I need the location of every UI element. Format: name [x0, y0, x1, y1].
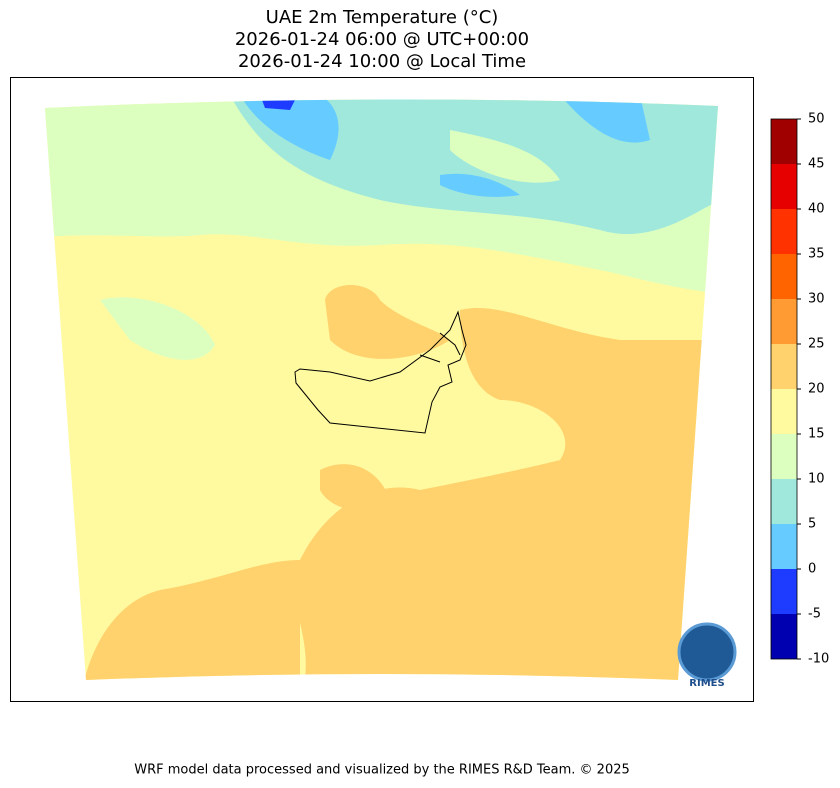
contour-region — [80, 560, 300, 680]
contour-region — [440, 173, 520, 197]
colorbar-tick-label: 20 — [808, 382, 825, 397]
contour-region — [100, 297, 215, 360]
logo: RIMES — [677, 622, 737, 689]
contour-region — [450, 130, 560, 183]
colorbar-band — [771, 299, 797, 344]
colorbar-band — [771, 569, 797, 614]
colorbar-band — [771, 344, 797, 389]
contour-region — [320, 464, 390, 511]
colorbar-tick-label: 0 — [808, 562, 816, 577]
colorbar-tick-label: 10 — [808, 472, 825, 487]
colorbar-tick-label: 40 — [808, 202, 825, 217]
colorbar: -10 -5 0 5 10 15 20 25 30 35 40 45 50 — [770, 112, 829, 667]
colorbar-tick-label: 15 — [808, 427, 825, 442]
colorbar-band — [771, 119, 797, 164]
contour-region — [262, 100, 295, 110]
colorbar-band — [771, 209, 797, 254]
title-line: 2026-01-24 06:00 @ UTC+00:00 — [235, 29, 529, 50]
colorbar-band — [771, 614, 797, 659]
footer: WRF model data processed and visualized … — [134, 763, 630, 778]
colorbar-tick-label: 50 — [808, 112, 825, 127]
colorbar-band — [771, 434, 797, 479]
title-line: 2026-01-24 10:00 @ Local Time — [238, 51, 526, 72]
colorbar-tick-label: 5 — [808, 517, 816, 532]
uae-boundary — [294, 310, 467, 434]
colorbar-band — [771, 479, 797, 524]
colorbar-tick-label: 45 — [808, 157, 825, 172]
colorbar-tick-label: 30 — [808, 292, 825, 307]
colorbar-tick-label: -10 — [808, 652, 829, 667]
contour-region — [294, 307, 718, 680]
colorbar-tick-label: -5 — [808, 607, 821, 622]
colorbar-band — [771, 164, 797, 209]
colorbar-band — [771, 254, 797, 299]
logo-text: RIMES — [689, 678, 724, 689]
contour-region — [240, 99, 339, 160]
map-frame — [10, 77, 754, 702]
logo-emblem — [677, 622, 737, 682]
contour-region — [560, 99, 650, 143]
colorbar-band — [771, 389, 797, 434]
colorbar-band — [771, 524, 797, 569]
colorbar-tick-label: 35 — [808, 247, 825, 262]
title-line: UAE 2m Temperature (°C) — [266, 7, 499, 28]
colorbar-tick-label: 25 — [808, 337, 825, 352]
contour-region — [325, 285, 450, 359]
